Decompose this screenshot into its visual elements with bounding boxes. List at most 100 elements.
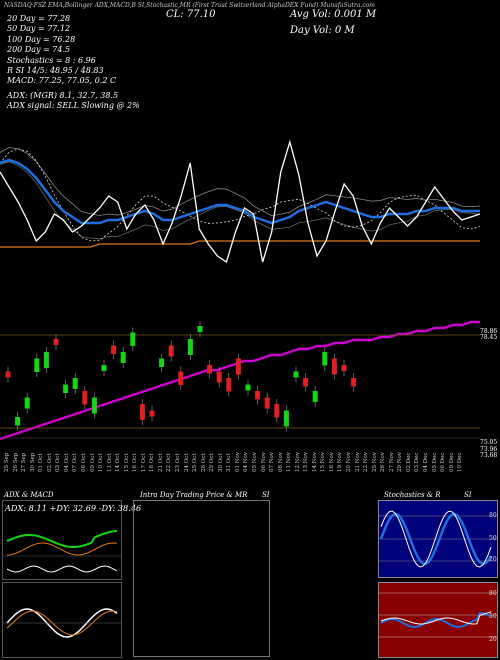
date-label: 10 Dec: [457, 452, 464, 473]
date-label: 30 Sep: [29, 452, 36, 472]
rsi-tick-20: 20: [489, 636, 497, 643]
indicator-stochastics: Stochastics = 8 : 6.96: [7, 55, 96, 65]
candle: [15, 417, 21, 426]
date-label: 22 Nov: [363, 452, 370, 472]
adx-readout: ADX: 8.11 +DY: 32.69 -DY: 38.46: [5, 503, 142, 513]
stoch-k-line: [379, 512, 493, 566]
date-label: 24 Oct: [183, 453, 190, 472]
date-label: 25 Oct: [192, 453, 199, 472]
candle: [178, 371, 184, 385]
candle: [283, 410, 289, 427]
candle: [91, 397, 97, 414]
stoch-tick-50: 50: [489, 535, 497, 542]
date-label: 03 Oct: [55, 453, 62, 472]
date-label: 15 Nov: [320, 452, 327, 472]
stoch-panel-title: Stochastics & R: [384, 491, 441, 499]
indicator-200-day: 200 Day = 74.5: [7, 45, 71, 55]
candle: [72, 378, 78, 389]
date-label: 17 Oct: [140, 453, 147, 472]
indicator-rsi: R SI 14/5: 48.95 / 48.83: [7, 66, 104, 76]
date-label: 01 Nov: [234, 452, 241, 472]
ema-200-line: [0, 320, 480, 441]
candle: [43, 352, 49, 368]
candle: [159, 358, 165, 367]
adx-panel: [2, 500, 122, 580]
si-panel-title: SI: [262, 491, 270, 499]
header-symbols: NASDAQ FSZ EMA,Bollinger ADX,MACD,B SI,S…: [4, 2, 375, 9]
bollinger-upper-line: [0, 147, 481, 217]
adx-panel-title: ADX & MACD: [4, 491, 54, 499]
intraday-panel: [133, 500, 270, 657]
date-label: 13 Nov: [303, 452, 310, 472]
date-label: 26 Nov: [380, 452, 387, 472]
macd-signal-line: [6, 610, 118, 636]
candle: [331, 358, 337, 375]
candle: [24, 397, 30, 409]
day-volume: Day Vol: 0 M: [290, 25, 355, 36]
adx-plus-di-line: [6, 530, 118, 548]
date-label: 07 Oct: [72, 453, 79, 472]
date-label: 14 Oct: [115, 453, 122, 472]
candle: [130, 332, 136, 346]
price-label-1: 78.86: [480, 328, 498, 335]
candle: [303, 378, 309, 387]
adx-minus-di-line: [6, 542, 118, 556]
candle: [187, 339, 193, 355]
price-label-5: 73.68: [480, 452, 498, 459]
indicator-adx: ADX: (MGR) 8.1, 32.7, 38.5: [7, 90, 119, 100]
date-label: 06 Dec: [440, 452, 447, 473]
date-label: 25 Nov: [371, 452, 378, 472]
bollinger-lower-line: [0, 161, 481, 240]
date-label: 18 Oct: [149, 453, 156, 472]
candle: [139, 404, 145, 420]
date-label: 15 Oct: [123, 453, 130, 472]
date-label: 04 Oct: [63, 453, 70, 472]
date-label: 02 Oct: [46, 453, 53, 472]
price-line: [0, 140, 481, 264]
candle: [168, 345, 174, 357]
candle: [111, 345, 117, 354]
candle: [293, 371, 299, 378]
candle: [63, 384, 69, 393]
rsi-chart: [379, 592, 497, 638]
close-price: CL: 77.10: [166, 9, 216, 20]
date-label: 08 Oct: [80, 453, 87, 472]
rsi-tick-50: 50: [489, 613, 497, 620]
candle: [351, 378, 357, 387]
date-label: 04 Dec: [422, 452, 429, 473]
date-label: 01 Oct: [38, 453, 45, 472]
candle: [82, 391, 88, 405]
stoch-tick-20: 20: [489, 556, 497, 563]
avg-volume: Avg Vol: 0.001 M: [290, 9, 377, 20]
date-label: 28 Oct: [200, 453, 207, 472]
date-label: 07 Nov: [269, 452, 276, 472]
date-label: 19 Nov: [337, 452, 344, 472]
ema-dashed-line: [0, 148, 481, 242]
candle: [312, 391, 318, 402]
adx-chart: [3, 530, 121, 573]
date-axis: 25 Sep 26 Sep 27 Sep 30 Sep 01 Oct 02 Oct 03 O…: [0, 452, 500, 492]
rsi-signal-line: [380, 611, 492, 625]
indicator-macd: MACD: 77.25, 77.05, 0.2 C: [7, 76, 117, 86]
date-label: 09 Dec: [448, 452, 455, 473]
date-label: 22 Oct: [166, 453, 173, 472]
date-label: 16 Oct: [132, 453, 139, 472]
rsi-line: [380, 612, 492, 628]
date-label: 18 Nov: [328, 452, 335, 472]
candle: [322, 352, 328, 366]
ema-20-line: [0, 158, 480, 225]
date-label: 08 Nov: [277, 452, 284, 472]
date-label: 11 Nov: [286, 452, 293, 472]
date-label: 21 Nov: [354, 452, 361, 472]
candle: [149, 410, 155, 417]
si-right-title: SI: [464, 491, 472, 499]
date-label: 05 Dec: [431, 452, 438, 473]
candle: [245, 384, 251, 391]
date-label: 27 Nov: [388, 452, 395, 472]
candle: [120, 352, 126, 363]
price-label-2: 78.45: [480, 334, 498, 341]
candle: [255, 391, 261, 400]
stoch-tick-80: 80: [489, 512, 497, 519]
date-label: 12 Nov: [294, 452, 301, 472]
candle: [207, 365, 213, 374]
